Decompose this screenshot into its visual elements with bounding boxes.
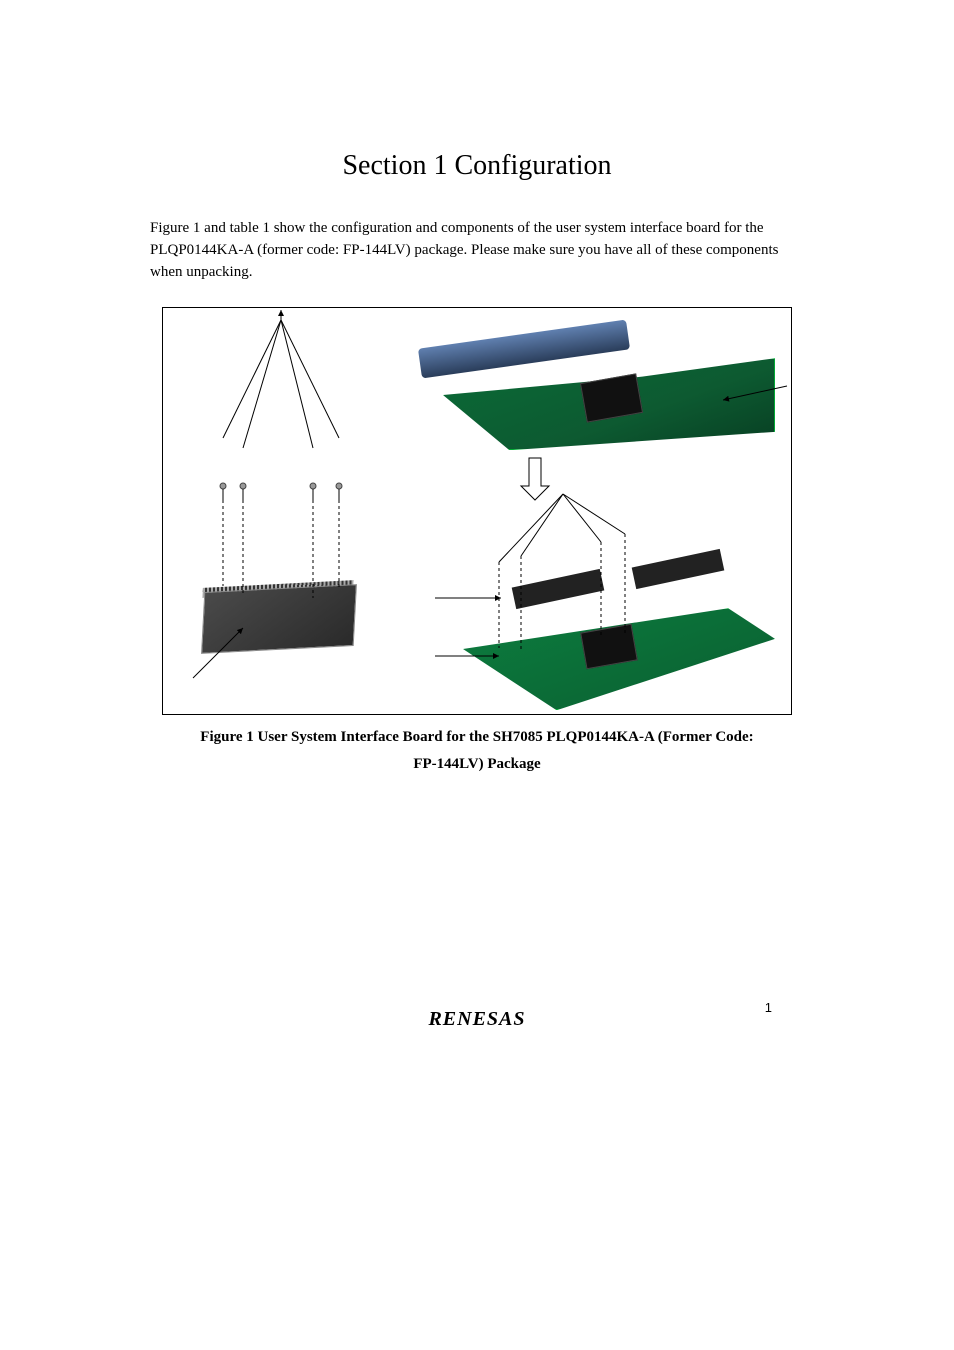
- interface-connector-photo: [632, 549, 725, 589]
- page-number: 1: [765, 1000, 772, 1015]
- document-page: Section 1 Configuration Figure 1 and tab…: [0, 0, 954, 1350]
- interface-connector-photo: [512, 569, 605, 609]
- intro-paragraph: Figure 1 and table 1 show the configurat…: [150, 218, 804, 283]
- figure-1-caption-line2: FP-144LV) Package: [150, 754, 804, 775]
- emulator-cable-photo: [418, 320, 630, 379]
- figure-1-box: [162, 307, 792, 715]
- section-title: Section 1 Configuration: [150, 150, 804, 182]
- figure-1-caption-line1: Figure 1 User System Interface Board for…: [150, 727, 804, 748]
- ic-socket-photo: [201, 584, 357, 654]
- renesas-logo: RENESAS: [428, 1008, 525, 1031]
